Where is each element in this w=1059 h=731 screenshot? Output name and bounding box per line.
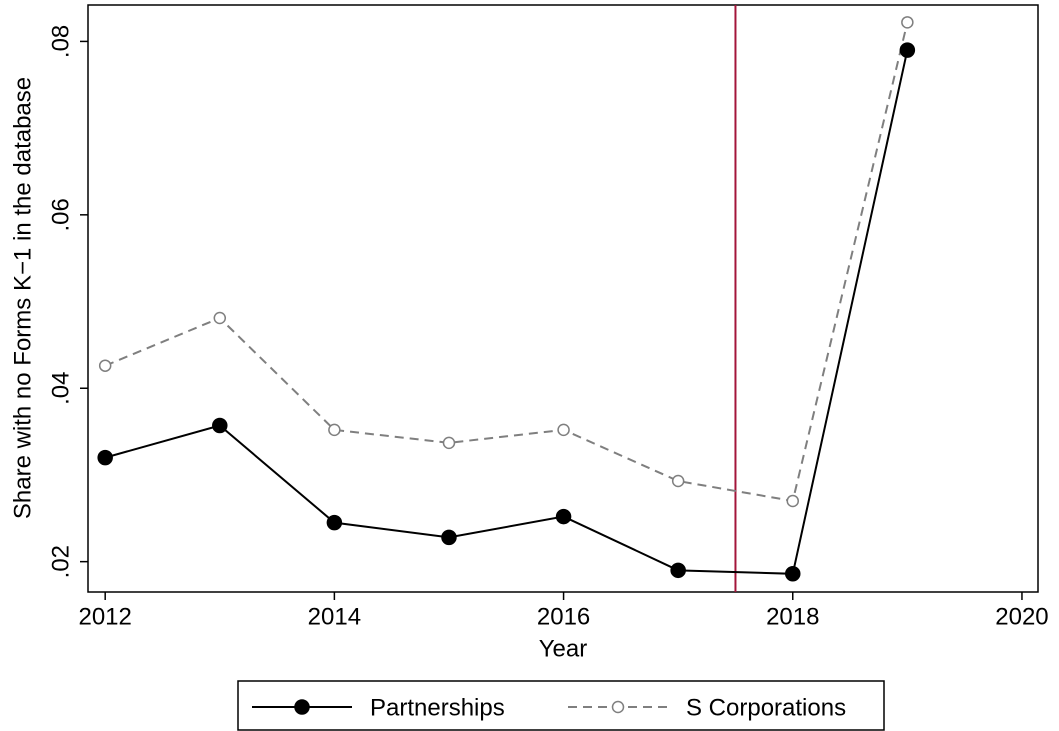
data-point bbox=[901, 16, 914, 29]
data-point bbox=[441, 529, 457, 546]
data-point bbox=[212, 417, 228, 434]
y-tick-label: .08 bbox=[47, 25, 74, 58]
data-point bbox=[671, 474, 685, 488]
series-line bbox=[104, 49, 909, 575]
data-point bbox=[670, 562, 686, 579]
data-point bbox=[213, 311, 227, 325]
x-tick-label: 2018 bbox=[766, 603, 819, 630]
data-point bbox=[555, 508, 572, 525]
x-tick-label: 2016 bbox=[537, 603, 590, 630]
data-point bbox=[98, 359, 112, 372]
data-point bbox=[899, 42, 916, 58]
y-axis-title: Share with no Forms K−1 in the database bbox=[9, 77, 36, 519]
y-tick-label: .06 bbox=[47, 198, 74, 231]
legend-label: S Corporations bbox=[686, 694, 846, 721]
x-axis-title: Year bbox=[539, 635, 588, 662]
data-point bbox=[557, 423, 570, 437]
data-point bbox=[786, 494, 800, 508]
y-tick-label: .02 bbox=[47, 545, 74, 578]
legend-marker bbox=[294, 699, 310, 715]
y-tick-label: .04 bbox=[47, 372, 74, 405]
x-tick-label: 2014 bbox=[308, 603, 361, 630]
data-point bbox=[328, 423, 341, 437]
legend-box bbox=[237, 680, 885, 731]
legend-label: Partnerships bbox=[370, 694, 505, 721]
x-tick-label: 2020 bbox=[995, 603, 1048, 630]
data-point bbox=[785, 566, 801, 582]
series-line bbox=[104, 22, 909, 503]
data-point bbox=[442, 436, 456, 450]
legend-marker bbox=[611, 700, 625, 714]
plot-frame bbox=[87, 4, 1039, 593]
x-tick-label: 2012 bbox=[78, 603, 131, 630]
data-point bbox=[97, 449, 113, 466]
data-point bbox=[326, 514, 343, 531]
